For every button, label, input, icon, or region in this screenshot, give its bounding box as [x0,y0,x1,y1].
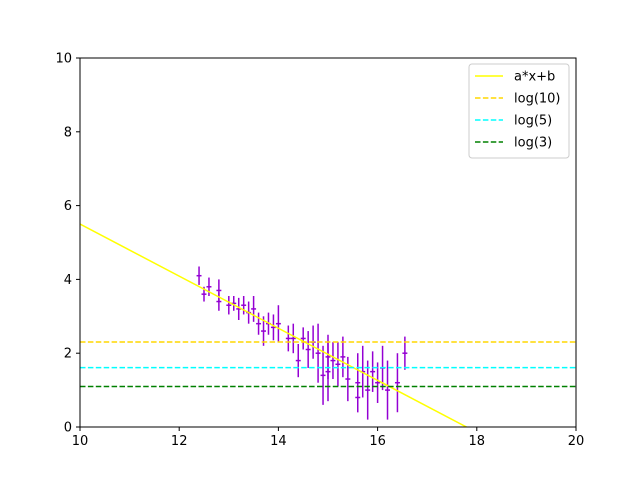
x-tick-label: 12 [171,434,188,449]
errorbar-point [275,305,281,343]
errorbar-point [365,360,371,420]
errorbar-point [330,342,336,380]
legend-box [468,63,570,159]
y-tick-label: 6 [64,199,72,214]
legend-label: log(3) [514,136,552,151]
errorbar-point [241,296,247,315]
errorbar-point [196,266,202,285]
errorbar-point [206,277,212,297]
errorbar-point [315,323,321,383]
errorbar-point [216,279,222,302]
plot-area [80,223,576,427]
legend-label: log(10) [514,92,561,107]
errorbar-point [300,327,306,350]
axis-ticks: 10 12 14 16 18 20 0 2 4 6 8 10 [55,52,584,450]
y-tick-label: 10 [55,52,72,67]
errorbar-point [394,353,400,413]
x-tick-label: 14 [270,434,287,449]
errorbar-point [340,336,346,378]
x-tick-label: 20 [568,434,585,449]
errorbar-point [385,360,390,420]
y-tick-label: 2 [64,347,72,362]
x-tick-label: 16 [369,434,386,449]
errorbar-point [325,342,331,402]
errorbar-point [375,362,381,404]
errorbar-point [370,351,376,392]
legend: a*x+b log(10) log(5) log(3) [468,63,570,159]
legend-label: a*x+b [514,70,555,85]
errorbar-point [251,296,257,322]
y-tick-label: 4 [64,273,72,288]
errorbar-point [256,312,262,335]
errorbar-point [285,325,291,352]
errorbar-point [335,342,341,387]
y-tick-label: 8 [64,125,72,140]
errorbar-point [320,345,326,405]
fit-line [80,223,469,427]
errorbar-point [355,382,361,413]
legend-label: log(5) [514,114,552,129]
errorbar-point [305,331,311,368]
x-tick-label: 18 [469,434,486,449]
errorbar-point [295,343,301,378]
y-tick-label: 0 [64,421,72,436]
x-tick-label: 10 [72,434,89,449]
axes-frame [79,57,577,428]
errorbar-point [290,323,296,354]
errorbar-point [270,314,276,341]
errorbar-point [226,296,232,315]
